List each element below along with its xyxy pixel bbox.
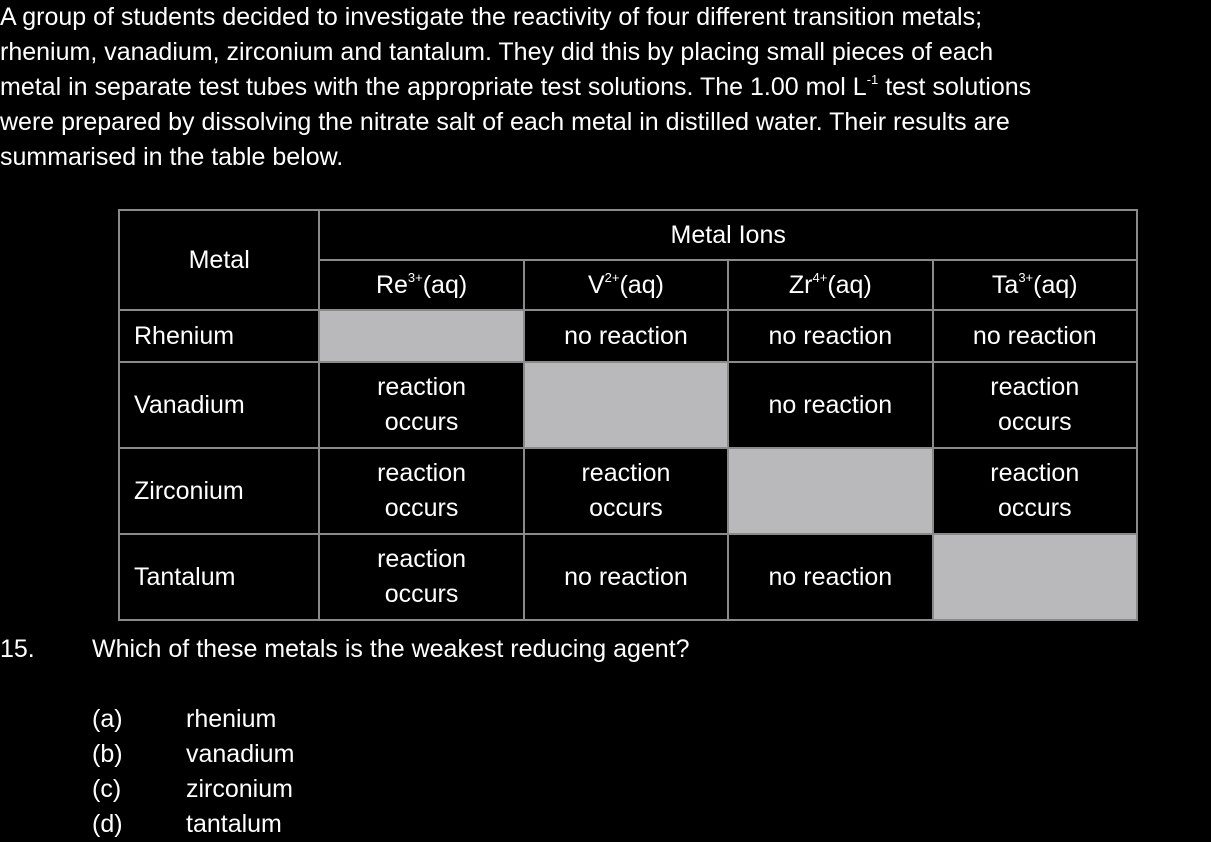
table-row: Tantalum reaction occurs no reaction no … <box>117 533 1139 621</box>
intro-line: A group of students decided to investiga… <box>0 3 983 31</box>
unit-exponent: -1 <box>866 72 879 87</box>
result-cell: no reaction <box>727 361 934 449</box>
option-letter: (c) <box>92 775 122 803</box>
result-cell: reaction occurs <box>522 447 730 535</box>
table-row: Rhenium no reaction no reaction no react… <box>117 309 1139 363</box>
result-cell: no reaction <box>522 533 730 621</box>
table-header-row: Metal Metal Ions <box>117 209 1138 311</box>
intro-line: summarised in the table below. <box>0 143 344 171</box>
metal-name-cell: Rhenium <box>117 309 321 363</box>
option-text: zirconium <box>186 775 293 803</box>
result-cell: reaction occurs <box>931 447 1139 535</box>
ion-header: V2+(aq) <box>522 259 730 311</box>
option-text: tantalum <box>186 810 282 838</box>
option-text: rhenium <box>186 705 277 733</box>
result-cell: reaction occurs <box>318 361 525 449</box>
metal-ions-header: Metal Ions <box>318 209 1138 261</box>
ion-header: Re3+(aq) <box>318 259 525 311</box>
answer-option: (c) zirconium <box>92 772 492 807</box>
results-table: Metal Metal Ions Re3+(aq) V2+(aq) Zr4+(a… <box>117 209 1139 621</box>
option-letter: (d) <box>92 810 123 838</box>
answer-option: (a) rhenium <box>92 702 492 737</box>
metal-name-cell: Vanadium <box>117 361 321 449</box>
answer-option: (d) tantalum <box>92 807 492 842</box>
answer-options: (a) rhenium (b) vanadium (c) zirconium (… <box>92 702 492 842</box>
option-letter: (a) <box>92 705 123 733</box>
question-number: 15. <box>0 635 35 663</box>
answer-option: (b) vanadium <box>92 737 492 772</box>
shaded-cell <box>318 309 525 363</box>
intro-line: rhenium, vanadium, zirconium and tantalu… <box>0 38 994 66</box>
intro-line: metal in separate test tubes with the ap… <box>0 70 1211 105</box>
metal-name-cell: Tantalum <box>117 533 321 621</box>
result-cell: no reaction <box>727 533 934 621</box>
metal-column-header: Metal <box>117 209 321 311</box>
result-cell: no reaction <box>522 309 730 363</box>
result-cell: reaction occurs <box>318 533 525 621</box>
intro-line-text: test solutions <box>878 73 1032 101</box>
result-cell: no reaction <box>727 309 934 363</box>
ion-header-row: Re3+(aq) V2+(aq) Zr4+(aq) Ta3+(aq) <box>119 259 1139 311</box>
metal-name-cell: Zirconium <box>117 447 321 535</box>
ion-header: Zr4+(aq) <box>727 259 934 311</box>
table-row: Vanadium reaction occurs no reaction rea… <box>117 361 1139 449</box>
result-cell: reaction occurs <box>318 447 525 535</box>
question-text: Which of these metals is the weakest red… <box>92 635 690 663</box>
shaded-cell <box>931 533 1139 621</box>
shaded-cell <box>727 447 934 535</box>
intro-line-text: metal in separate test tubes with the ap… <box>0 73 867 101</box>
option-text: vanadium <box>186 740 295 768</box>
table-row: Zirconium reaction occurs reaction occur… <box>117 447 1139 535</box>
intro-paragraph: A group of students decided to investiga… <box>0 0 1211 175</box>
shaded-cell <box>522 361 730 449</box>
option-letter: (b) <box>92 740 123 768</box>
intro-line: were prepared by dissolving the nitrate … <box>0 108 1010 136</box>
result-cell: no reaction <box>931 309 1139 363</box>
result-cell: reaction occurs <box>931 361 1139 449</box>
ion-header: Ta3+(aq) <box>931 259 1139 311</box>
